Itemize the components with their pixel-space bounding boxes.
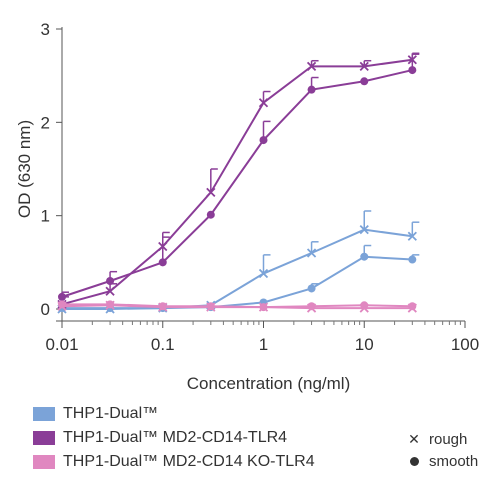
data-point-smooth (408, 66, 417, 75)
x-tick-label: 0.1 (151, 335, 175, 354)
data-point-smooth (58, 300, 66, 309)
data-point-smooth (360, 301, 369, 310)
series-line (62, 303, 413, 309)
data-point-smooth (58, 292, 66, 301)
y-tick-label: 2 (41, 113, 50, 132)
x-tick-label: 1 (259, 335, 268, 354)
x-marker-icon: ✕ (408, 430, 420, 447)
marker-legend: ✕ rough smooth (405, 428, 478, 472)
data-point-smooth (259, 136, 268, 145)
data-point-rough (206, 187, 216, 197)
data-point-smooth (259, 303, 268, 312)
series-line (62, 255, 413, 310)
x-tick-label: 0.01 (45, 335, 78, 354)
y-axis-label: OD (630 nm) (15, 120, 34, 218)
data-point-smooth (106, 277, 115, 285)
y-tick-label: 1 (41, 207, 50, 226)
legend-item-md2-cd14-ko-tlr4: THP1-Dual™ MD2-CD14 KO-TLR4 (33, 450, 315, 474)
legend-label: THP1-Dual™ MD2-CD14-TLR4 (63, 429, 288, 446)
data-point-smooth (307, 284, 316, 293)
legend-swatch (33, 431, 55, 445)
data-point-smooth (360, 252, 369, 261)
data-point-rough (105, 286, 115, 296)
legend-item-md2-cd14-tlr4: THP1-Dual™ MD2-CD14-TLR4 (33, 426, 315, 450)
data-point-smooth (158, 302, 167, 311)
data-point-smooth (206, 302, 215, 311)
dot-marker-icon (405, 453, 423, 469)
data-point-smooth (206, 210, 215, 219)
data-point-rough (359, 225, 369, 235)
legend-label: THP1-Dual™ MD2-CD14 KO-TLR4 (63, 453, 315, 470)
data-point-smooth (408, 302, 417, 311)
data-point-smooth (307, 302, 316, 311)
data-point-smooth (360, 77, 369, 86)
data-point-rough (359, 61, 369, 71)
y-tick-label: 0 (41, 300, 50, 319)
marker-label: rough (429, 430, 468, 448)
x-axis-label: Concentration (ng/ml) (187, 374, 350, 393)
data-point-smooth (307, 85, 316, 94)
series-line (62, 228, 413, 310)
data-point-rough (258, 268, 269, 279)
chart: 0 1 2 3 0.01 0.1 1 10 100 Concentration (ng/ml) OD… (15, 20, 479, 393)
marker-legend-rough: ✕ rough (405, 428, 478, 450)
legend-swatch (33, 455, 55, 469)
marker-legend-smooth: smooth (405, 450, 478, 472)
data-point-smooth (158, 258, 167, 267)
data-point-rough (407, 231, 417, 241)
data-point-rough (306, 61, 317, 71)
series-line (61, 58, 413, 306)
group-legend: THP1-Dual™ THP1-Dual™ MD2-CD14-TLR4 THP1… (33, 402, 315, 474)
data-point-rough (306, 248, 317, 258)
data-point-smooth (408, 255, 417, 264)
series-line (61, 69, 413, 298)
data-point-rough (258, 98, 269, 108)
marker-label: smooth (429, 452, 479, 470)
legend-item-thp1-dual: THP1-Dual™ (33, 402, 315, 426)
x-tick-label: 10 (355, 335, 374, 354)
y-tick-label: 3 (41, 20, 50, 39)
data-point-smooth (106, 300, 115, 309)
x-tick-label: 100 (451, 335, 479, 354)
legend-swatch (33, 407, 55, 421)
legend-label: THP1-Dual™ (63, 405, 159, 422)
